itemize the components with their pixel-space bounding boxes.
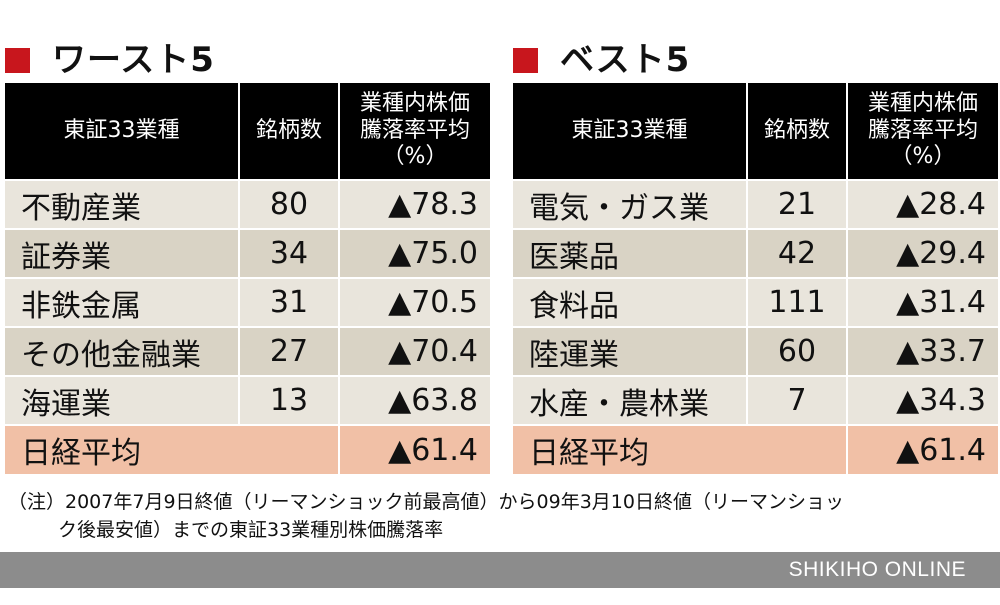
worst-title: ワースト5	[5, 40, 490, 80]
table-row: 海運業 13 ▲63.8	[5, 375, 490, 425]
stock-count: 31	[238, 277, 339, 327]
table-row: 不動産業 80 ▲78.3	[5, 179, 490, 229]
table-row: 非鉄金属 31 ▲70.5	[5, 277, 490, 327]
table-header-row: 東証33業種 銘柄数 業種内株価 騰落率平均 （%）	[5, 83, 490, 180]
header-sector: 東証33業種	[513, 83, 747, 180]
header-change: 業種内株価 騰落率平均 （%）	[846, 83, 998, 180]
stock-count: 34	[238, 228, 339, 278]
header-sector: 東証33業種	[5, 83, 239, 180]
sector-name: 海運業	[5, 375, 239, 425]
total-change: ▲61.4	[338, 424, 490, 474]
brand-label: SHIKIHO ONLINE	[788, 558, 966, 581]
price-change: ▲78.3	[338, 179, 490, 229]
sector-name: 電気・ガス業	[513, 179, 747, 229]
table-header-row: 東証33業種 銘柄数 業種内株価 騰落率平均 （%）	[513, 83, 998, 180]
price-change: ▲28.4	[846, 179, 998, 229]
table-row: 食料品 111 ▲31.4	[513, 277, 998, 327]
header-change: 業種内株価 騰落率平均 （%）	[338, 83, 490, 180]
stock-count: 111	[746, 277, 847, 327]
price-change: ▲31.4	[846, 277, 998, 327]
table-row: 証券業 34 ▲75.0	[5, 228, 490, 278]
footer-bar: SHIKIHO ONLINE	[0, 552, 1000, 588]
sector-name: 不動産業	[5, 179, 239, 229]
table-row: その他金融業 27 ▲70.4	[5, 326, 490, 376]
best-table: 東証33業種 銘柄数 業種内株価 騰落率平均 （%） 電気・ガス業 21 ▲28…	[513, 83, 998, 474]
stock-count: 42	[746, 228, 847, 278]
price-change: ▲70.5	[338, 277, 490, 327]
price-change: ▲29.4	[846, 228, 998, 278]
table-row: 陸運業 60 ▲33.7	[513, 326, 998, 376]
price-change: ▲70.4	[338, 326, 490, 376]
stock-count: 21	[746, 179, 847, 229]
price-change: ▲33.7	[846, 326, 998, 376]
total-label: 日経平均	[513, 424, 847, 474]
price-change: ▲34.3	[846, 375, 998, 425]
total-row: 日経平均 ▲61.4	[5, 424, 490, 474]
sector-name: 証券業	[5, 228, 239, 278]
table-row: 医薬品 42 ▲29.4	[513, 228, 998, 278]
stock-count: 7	[746, 375, 847, 425]
stock-count: 13	[238, 375, 339, 425]
total-label: 日経平均	[5, 424, 339, 474]
header-count: 銘柄数	[746, 83, 847, 180]
best-panel: ベスト5 東証33業種 銘柄数 業種内株価 騰落率平均 （%） 電気・ガス業 2…	[513, 40, 998, 474]
red-square-icon	[513, 47, 538, 73]
red-square-icon	[5, 47, 30, 73]
worst-table: 東証33業種 銘柄数 業種内株価 騰落率平均 （%） 不動産業 80 ▲78.3…	[5, 83, 490, 474]
total-change: ▲61.4	[846, 424, 998, 474]
footnote: （注）2007年7月9日終値（リーマンショック前最高値）から09年3月10日終値…	[8, 488, 998, 544]
sector-name: 食料品	[513, 277, 747, 327]
table-row: 電気・ガス業 21 ▲28.4	[513, 179, 998, 229]
price-change: ▲75.0	[338, 228, 490, 278]
price-change: ▲63.8	[338, 375, 490, 425]
sector-name: 陸運業	[513, 326, 747, 376]
footnote-line-1: （注）2007年7月9日終値（リーマンショック前最高値）から09年3月10日終値…	[8, 491, 844, 513]
footnote-line-2: ク後最安値）までの東証33業種別株価騰落率	[58, 519, 444, 541]
total-row: 日経平均 ▲61.4	[513, 424, 998, 474]
worst-panel: ワースト5 東証33業種 銘柄数 業種内株価 騰落率平均 （%） 不動産業 80…	[5, 40, 490, 474]
header-count: 銘柄数	[238, 83, 339, 180]
stock-count: 27	[238, 326, 339, 376]
worst-title-text: ワースト5	[52, 40, 215, 80]
stock-count: 80	[238, 179, 339, 229]
table-row: 水産・農林業 7 ▲34.3	[513, 375, 998, 425]
best-title-text: ベスト5	[560, 40, 691, 80]
sector-name: 医薬品	[513, 228, 747, 278]
sector-name: 非鉄金属	[5, 277, 239, 327]
sector-name: その他金融業	[5, 326, 239, 376]
stock-count: 60	[746, 326, 847, 376]
sector-name: 水産・農林業	[513, 375, 747, 425]
best-title: ベスト5	[513, 40, 998, 80]
